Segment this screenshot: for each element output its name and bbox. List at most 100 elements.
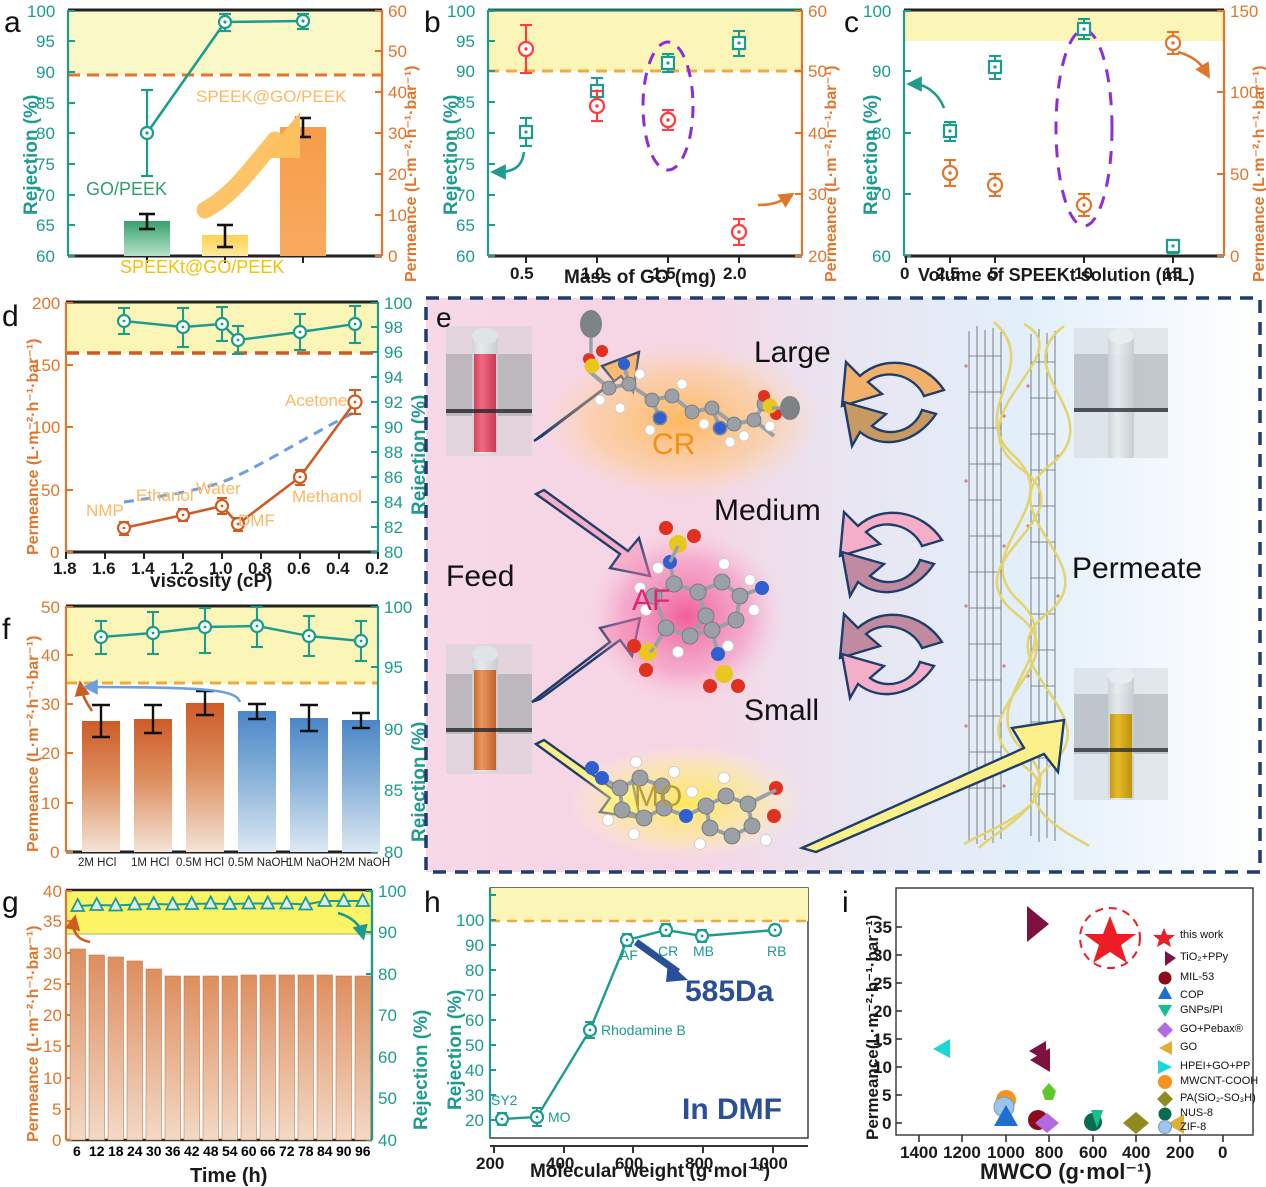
panel-h-point-label-mb: MB bbox=[693, 943, 714, 959]
panel-b-y2tick-30: 30 bbox=[808, 185, 827, 204]
panel-a-ytick-100: 100 bbox=[27, 2, 56, 21]
panel-b-xtick-3: 2.0 bbox=[723, 264, 747, 283]
panel-f-xcat-0: 2M HCl bbox=[78, 857, 117, 869]
panel-g-ytick-0: 0 bbox=[52, 1131, 62, 1150]
panel-b-ytick-85: 85 bbox=[456, 93, 475, 112]
feed-vial-bottom bbox=[446, 644, 532, 774]
panel-f-ytick-0: 0 bbox=[50, 843, 60, 862]
panel-d-y2tick-98: 98 bbox=[384, 318, 403, 337]
panel-i-ytick-10: 10 bbox=[873, 1058, 892, 1077]
panel-a-y2tick-30: 30 bbox=[388, 124, 407, 143]
panel-h-solvent-callout: In DMF bbox=[682, 1093, 782, 1126]
panel-c-ytick-90: 90 bbox=[872, 62, 891, 81]
panel-i-xtick-1: 1200 bbox=[943, 1143, 981, 1162]
panel-a-annotation-go-peek: GO/PEEK bbox=[86, 179, 168, 199]
panel-g-xcat-12: 78 bbox=[298, 1143, 314, 1159]
panel-f-y2tick-100: 100 bbox=[384, 598, 413, 617]
panel-f: f Permeance (L·m⁻²·h⁻¹·bar⁻¹) Rejection … bbox=[0, 590, 430, 880]
panel-f-xcat-1: 1M HCl bbox=[131, 857, 170, 869]
panel-c-xtick-2: 5 bbox=[989, 264, 999, 283]
panel-i-legend-label-4: GNPs/PI bbox=[1180, 1004, 1223, 1016]
panel-h-point-label-mo: MO bbox=[548, 1109, 571, 1125]
panel-d-plot bbox=[64, 300, 380, 559]
panel-i-letter: i bbox=[842, 886, 849, 919]
arrow-permeate-small bbox=[798, 718, 1066, 854]
panel-e-letter: e bbox=[436, 302, 452, 333]
panel-f-ytick-50: 50 bbox=[41, 598, 60, 617]
panel-g-plot bbox=[64, 888, 374, 1142]
panel-g-xcat-1: 12 bbox=[89, 1143, 105, 1159]
panel-g-ytick-15: 15 bbox=[43, 1037, 62, 1056]
panel-h-point-label-cr: CR bbox=[658, 943, 679, 959]
panel-c-ytick-100: 100 bbox=[863, 2, 892, 21]
panel-b-y2tick-20: 20 bbox=[808, 247, 827, 266]
panel-g-ytick-30: 30 bbox=[43, 944, 62, 963]
panel-b-ytick-60: 60 bbox=[456, 247, 475, 266]
permeate-vial-top bbox=[1074, 328, 1168, 458]
panel-a-plot bbox=[66, 8, 384, 263]
panel-c-ytick-70: 70 bbox=[872, 185, 891, 204]
permeate-vial-bottom bbox=[1074, 668, 1168, 800]
panel-c-xaxis-title: Volume of SPEEKt solution (mL) bbox=[918, 265, 1195, 285]
panel-a-ytick-80: 80 bbox=[36, 124, 55, 143]
panel-c: c Rejection (%) Permeance (L·m⁻²·h⁻¹·bar… bbox=[840, 0, 1266, 290]
panel-b-y2tick-50: 50 bbox=[808, 62, 827, 81]
panel-c-plot bbox=[902, 8, 1226, 263]
panel-a-ytick-65: 65 bbox=[36, 216, 55, 235]
panel-a-y2tick-10: 10 bbox=[388, 206, 407, 225]
panel-e-dye-mo: MO bbox=[634, 780, 683, 813]
panel-c-y2tick-50: 50 bbox=[1230, 165, 1249, 184]
panel-c-xtick-3: 10 bbox=[1074, 264, 1093, 283]
panel-d-xtick-8: 0.2 bbox=[365, 559, 389, 578]
panel-g-y2tick-90: 90 bbox=[378, 923, 397, 942]
panel-c-y2tick-100: 100 bbox=[1230, 83, 1259, 102]
panel-b-xaxis-title: Mass of GO (mg) bbox=[564, 267, 717, 288]
af-glow bbox=[586, 528, 786, 704]
panel-f-y2tick-90: 90 bbox=[384, 720, 403, 739]
panel-g-y2tick-80: 80 bbox=[378, 965, 397, 984]
panel-b-y2tick-40: 40 bbox=[808, 124, 827, 143]
panel-d-xtick-6: 0.6 bbox=[287, 559, 311, 578]
panel-d-y2tick-86: 86 bbox=[384, 468, 403, 487]
panel-i-xtick-0: 1400 bbox=[900, 1143, 938, 1162]
panel-i-ytick-20: 20 bbox=[873, 1002, 892, 1021]
panel-i-xtick-7: 0 bbox=[1218, 1143, 1228, 1162]
panel-b-ytick-95: 95 bbox=[456, 32, 475, 51]
panel-g-y2tick-70: 70 bbox=[378, 1006, 397, 1025]
panel-a-annotation-speekt: SPEEKt@GO/PEEK bbox=[120, 257, 285, 277]
panel-d-y2tick-82: 82 bbox=[384, 518, 403, 537]
panel-b-plot bbox=[486, 8, 804, 263]
panel-b-ytick-65: 65 bbox=[456, 216, 475, 235]
panel-a-ytick-75: 75 bbox=[36, 155, 55, 174]
panel-i-ytick-15: 15 bbox=[873, 1030, 892, 1049]
panel-b-y2tick-60: 60 bbox=[808, 2, 827, 21]
panel-h-ytick-80: 80 bbox=[465, 961, 484, 980]
panel-h-ytick-100: 100 bbox=[456, 911, 485, 930]
panel-b-ytick-100: 100 bbox=[447, 2, 476, 21]
panel-g-xcat-8: 54 bbox=[222, 1143, 238, 1159]
panel-d-xtick-1: 1.6 bbox=[92, 559, 116, 578]
panel-a-y2tick-20: 20 bbox=[388, 165, 407, 184]
panel-d-xtick-5: 0.8 bbox=[248, 559, 272, 578]
panel-d-xtick-4: 1.0 bbox=[209, 559, 233, 578]
arrow-reject-large bbox=[840, 359, 946, 450]
panel-b-xtick-1: 1.0 bbox=[581, 264, 605, 283]
panel-g-ytick-40: 40 bbox=[43, 882, 62, 901]
panel-f-ytick-40: 40 bbox=[41, 646, 60, 665]
panel-b-ytick-75: 75 bbox=[456, 155, 475, 174]
panel-b-ytick-70: 70 bbox=[456, 186, 475, 205]
panel-d-solvent-dmf: DMF bbox=[238, 511, 275, 530]
panel-i-legend-label-6: GO bbox=[1180, 1041, 1198, 1053]
panel-d-y2tick-100: 100 bbox=[384, 294, 413, 313]
panel-i-legend-label-3: COP bbox=[1180, 989, 1204, 1001]
panel-b-xtick-0: 0.5 bbox=[510, 264, 534, 283]
panel-a-y2tick-60: 60 bbox=[388, 2, 407, 21]
panel-e-size-small: Small bbox=[744, 694, 820, 727]
panel-d-xtick-3: 1.2 bbox=[170, 559, 194, 578]
panel-f-y2tick-95: 95 bbox=[384, 658, 403, 677]
panel-i-legend-label-7: HPEI+GO+PP bbox=[1180, 1060, 1251, 1072]
panel-c-y2tick-0: 0 bbox=[1230, 247, 1240, 266]
panel-i-xaxis-title: MWCO (g·mol⁻¹) bbox=[980, 1159, 1152, 1184]
panel-e-schematic bbox=[424, 296, 1262, 874]
panel-h-point-label-rb: RB bbox=[767, 943, 787, 959]
